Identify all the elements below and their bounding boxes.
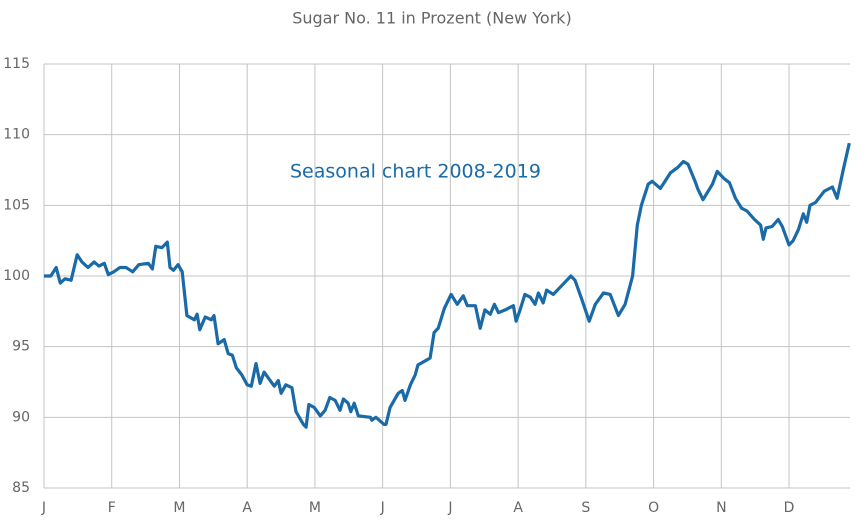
line [44,142,851,429]
x-tick-label: S [581,500,590,516]
x-tick-label: J [447,500,452,516]
x-tick-label: J [41,500,46,516]
y-tick-label: 100 [3,268,30,284]
x-tick-label: M [173,500,185,516]
annotation: Seasonal chart 2008-2019 [290,161,541,183]
x-tick-label: J [380,500,385,516]
y-tick-label: 115 [3,56,30,72]
x-tick-label: F [108,500,116,516]
chart-title: Sugar No. 11 in Prozent (New York) [292,9,572,28]
y-tick-label: 95 [12,339,30,355]
y-tick-label: 110 [3,127,30,143]
y-tick-label: 105 [3,197,30,213]
x-tick-label: O [648,500,659,516]
x-tick-label: N [716,500,726,516]
x-tick-label: A [513,500,523,516]
x-tick-label: D [784,500,795,516]
x-tick-label: M [309,500,321,516]
y-tick-label: 85 [12,480,30,496]
y-tick-label: 90 [12,409,30,425]
x-tick-label: A [242,500,252,516]
